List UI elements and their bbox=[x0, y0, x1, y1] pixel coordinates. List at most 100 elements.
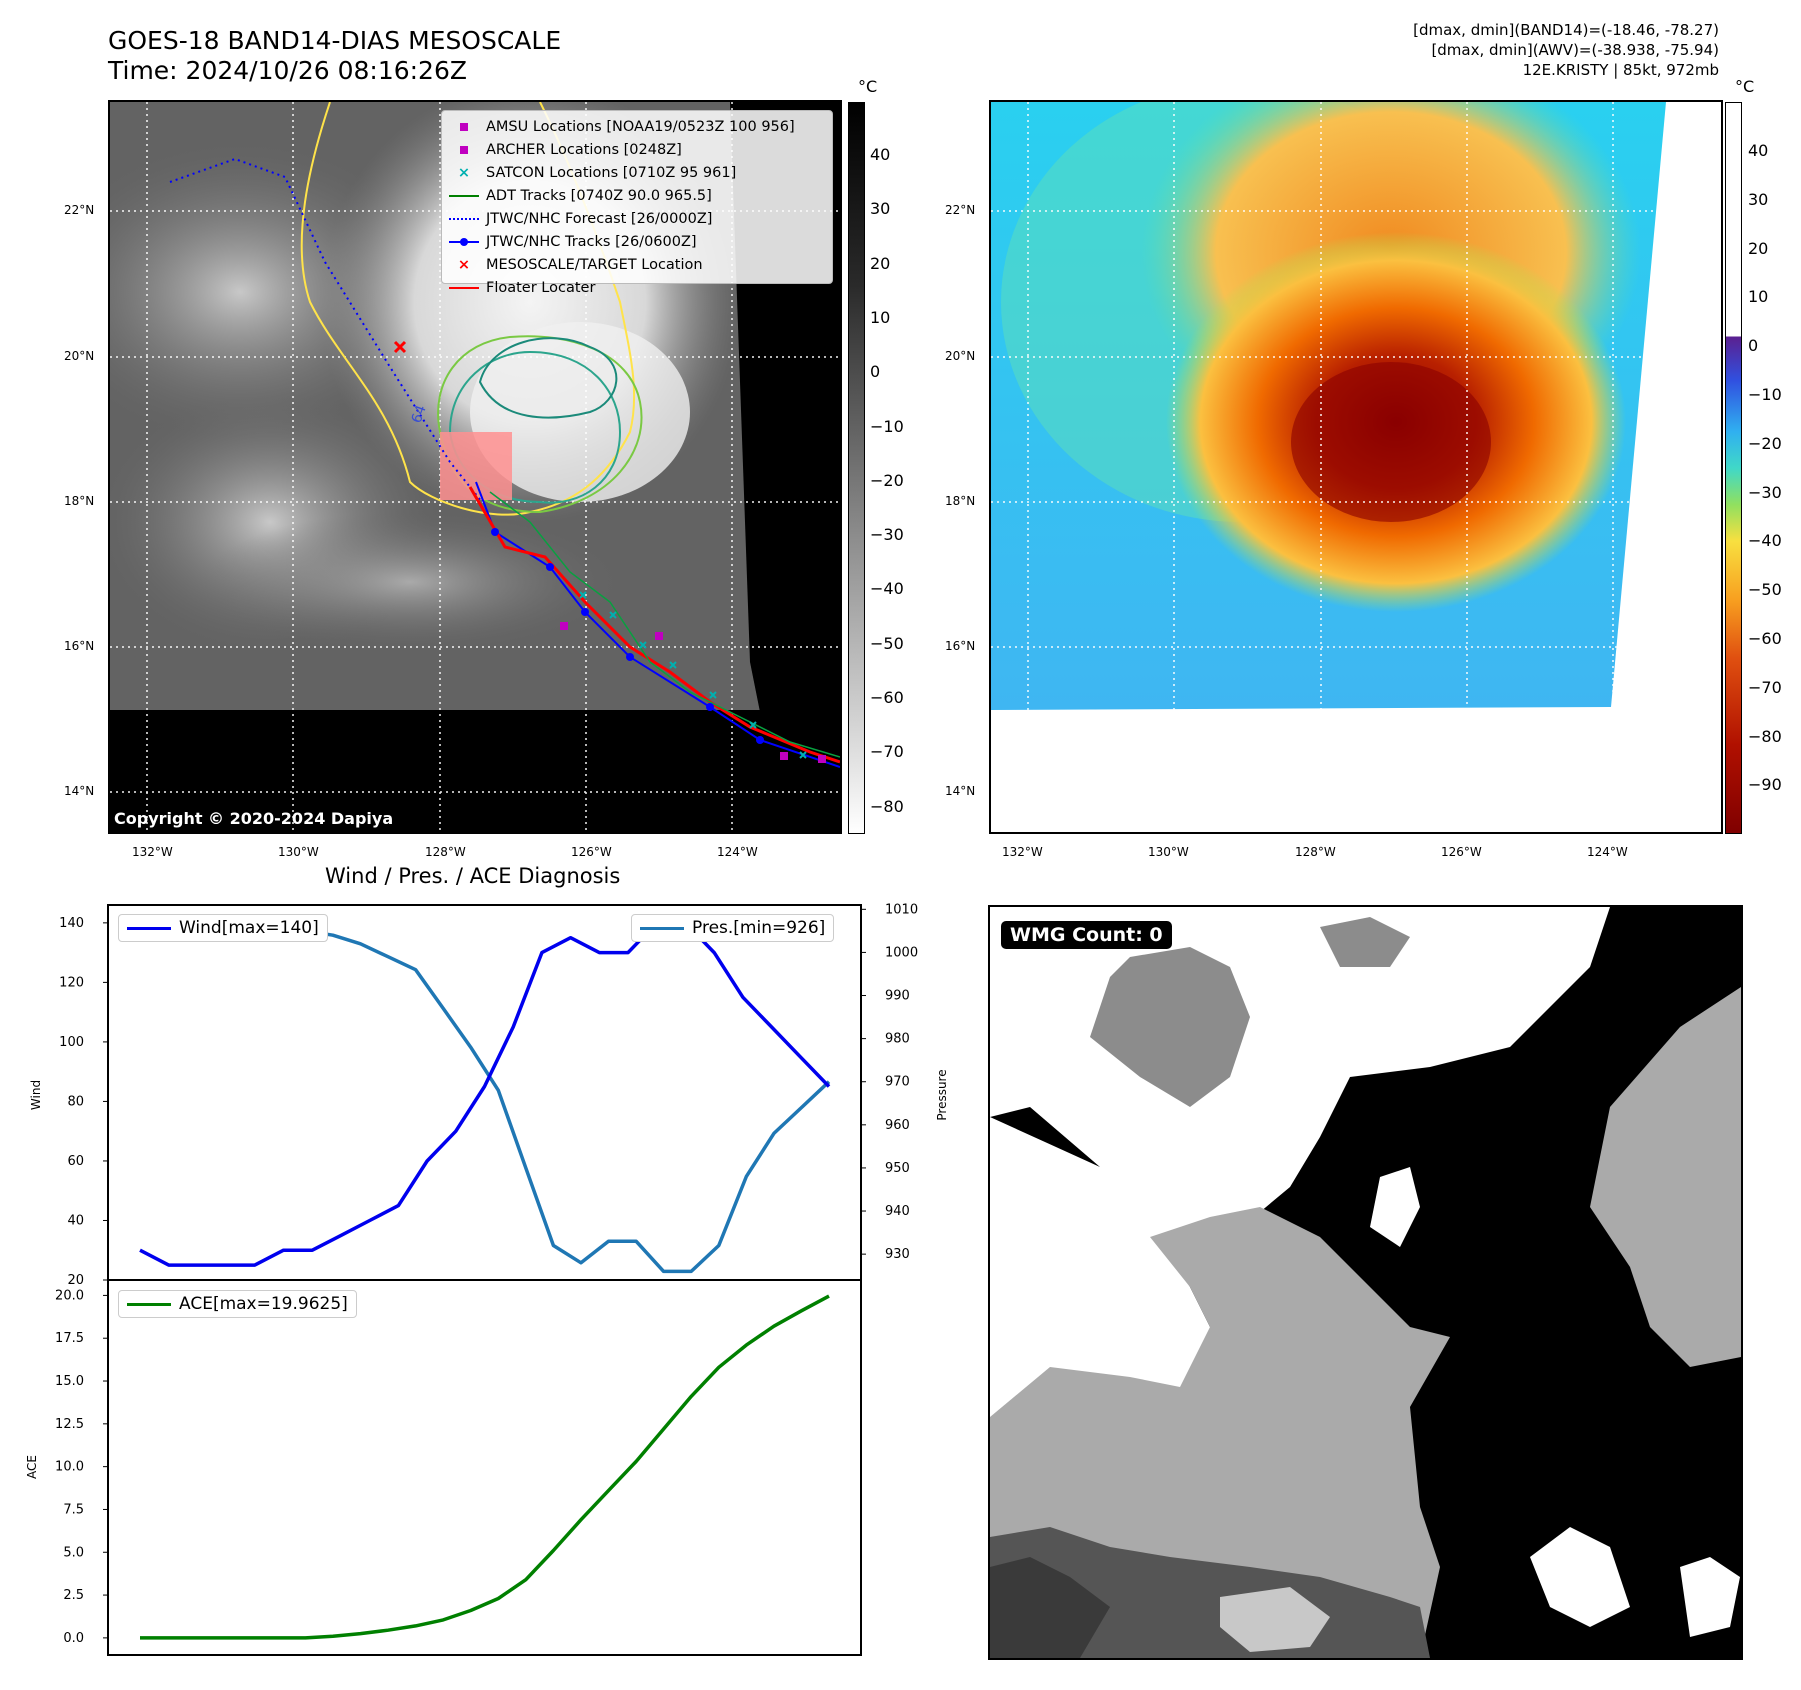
wmg-count-badge: WMG Count: 0 bbox=[1001, 921, 1172, 949]
lon-label: 128°W bbox=[1295, 845, 1336, 859]
contour-label: 64 bbox=[409, 403, 430, 425]
lon-label: 126°W bbox=[571, 845, 612, 859]
left-colorbar bbox=[848, 102, 865, 834]
colorbar-unit: °C bbox=[1735, 77, 1755, 96]
wind-pres-axes bbox=[107, 904, 862, 1281]
lat-label: 14°N bbox=[945, 784, 976, 798]
lon-label: 130°W bbox=[278, 845, 319, 859]
lat-label: 18°N bbox=[64, 494, 95, 508]
info-storm: 12E.KRISTY | 85kt, 972mb bbox=[1522, 61, 1719, 79]
figure-time: Time: 2024/10/26 08:16:26Z bbox=[108, 56, 467, 85]
legend-amsu: AMSU Locations [NOAA19/0523Z 100 956] bbox=[442, 115, 832, 138]
floater-line bbox=[449, 286, 479, 289]
ace-axis-label: ACE bbox=[25, 1455, 39, 1479]
lon-label: 132°W bbox=[132, 845, 173, 859]
colorbar-tick-label: −50 bbox=[870, 633, 904, 653]
adt-line bbox=[449, 194, 479, 197]
wind-series-line bbox=[139, 921, 831, 1267]
legend-forecast: JTWC/NHC Forecast [26/0000Z] bbox=[442, 207, 832, 230]
mesoscale-marker: × bbox=[457, 256, 471, 273]
ace-tick-label: 17.5 bbox=[55, 1331, 84, 1346]
pressure-legend: Pres.[min=926] bbox=[631, 914, 835, 942]
wind-axis-label: Wind bbox=[29, 1080, 43, 1110]
legend-mesoscale: × MESOSCALE/TARGET Location bbox=[442, 253, 832, 276]
right-colorbar bbox=[1725, 102, 1742, 834]
colorbar-tick-label: −40 bbox=[1748, 531, 1782, 551]
pressure-tick-label: 990 bbox=[885, 989, 910, 1004]
wmg-image bbox=[990, 907, 1741, 1658]
lat-label: 22°N bbox=[64, 203, 95, 217]
colorbar-tick-label: −30 bbox=[870, 525, 904, 545]
colorbar-tick-label: −40 bbox=[870, 579, 904, 599]
colorbar-tick-label: −10 bbox=[1748, 385, 1782, 404]
ir-map-panel: 64 Copyright © 2020-2024 Dapiya AMSU Loc… bbox=[108, 100, 842, 834]
colorbar-tick-label: −30 bbox=[1748, 482, 1782, 502]
colorbar-tick-label: 30 bbox=[870, 199, 891, 219]
lat-label: 14°N bbox=[64, 784, 95, 798]
copyright: Copyright © 2020-2024 Dapiya bbox=[114, 809, 393, 828]
lon-label: 132°W bbox=[1002, 845, 1043, 859]
amsu-marker bbox=[460, 122, 468, 131]
legend-tracks: JTWC/NHC Tracks [26/0600Z] bbox=[442, 230, 832, 253]
diagnosis-title: Wind / Pres. / ACE Diagnosis bbox=[325, 864, 621, 888]
wind-tick-label: 80 bbox=[67, 1094, 84, 1109]
pressure-tick-label: 970 bbox=[885, 1075, 910, 1090]
colorbar-tick-label: 0 bbox=[870, 362, 881, 382]
lat-label: 16°N bbox=[64, 639, 95, 653]
lat-label: 16°N bbox=[945, 639, 976, 653]
pressure-tick-label: 940 bbox=[885, 1204, 910, 1219]
ace-legend-swatch bbox=[127, 1302, 171, 1306]
ace-tick-label: 15.0 bbox=[55, 1374, 84, 1389]
archer-marker bbox=[460, 145, 468, 154]
wind-tick-label: 60 bbox=[67, 1154, 84, 1169]
pressure-tick-label: 980 bbox=[885, 1032, 910, 1047]
pressure-legend-swatch bbox=[640, 926, 684, 930]
ace-tick-label: 12.5 bbox=[55, 1417, 84, 1432]
lat-label: 18°N bbox=[945, 494, 976, 508]
ace-legend: ACE[max=19.9625] bbox=[118, 1290, 357, 1318]
wind-tick-label: 40 bbox=[67, 1213, 84, 1228]
colorbar-tick-label: −20 bbox=[870, 470, 904, 490]
wind-tick-label: 140 bbox=[59, 916, 84, 931]
legend-floater: Floater Locater bbox=[442, 276, 832, 299]
lon-label: 124°W bbox=[717, 845, 758, 859]
colorbar-tick-label: −60 bbox=[1748, 629, 1782, 648]
lon-label: 130°W bbox=[1148, 845, 1189, 859]
colorbar-tick-label: 0 bbox=[1748, 336, 1759, 356]
wind-tick-label: 100 bbox=[59, 1035, 84, 1050]
pressure-tick-label: 950 bbox=[885, 1161, 910, 1176]
ace-tick-label: 0.0 bbox=[63, 1631, 84, 1646]
ace-axes bbox=[107, 1279, 862, 1656]
pressure-tick-label: 930 bbox=[885, 1247, 910, 1262]
lon-label: 126°W bbox=[1441, 845, 1482, 859]
ace-tick-label: 7.5 bbox=[63, 1502, 84, 1517]
colorbar-tick-label: 10 bbox=[1748, 287, 1769, 307]
colorbar-tick-label: 30 bbox=[1748, 189, 1769, 209]
figure-title: GOES-18 BAND14-DIAS MESOSCALE bbox=[108, 26, 562, 55]
pressure-axis-label: Pressure bbox=[935, 1069, 949, 1120]
wmg-panel: WMG Count: 0 bbox=[988, 905, 1743, 1660]
colorbar-tick-label: −70 bbox=[870, 742, 904, 762]
lon-label: 128°W bbox=[425, 845, 466, 859]
info-awv-range: [dmax, dmin](AWV)=(-38.938, -75.94) bbox=[1431, 41, 1719, 59]
diagnosis-chart: Wind Pressure ACE 20 40 60 80 100 120 140 930 94… bbox=[25, 902, 949, 1656]
colorbar-tick-label: −10 bbox=[870, 416, 904, 436]
colorbar-tick-label: 40 bbox=[870, 145, 891, 164]
legend-satcon: × SATCON Locations [0710Z 95 961] bbox=[442, 161, 832, 184]
pressure-tick-label: 1000 bbox=[885, 945, 918, 960]
legend-adt: ADT Tracks [0740Z 90.0 965.5] bbox=[442, 184, 832, 207]
colorbar-tick-label: −20 bbox=[1748, 433, 1782, 453]
wind-legend-swatch bbox=[127, 926, 171, 930]
wind-tick-label: 20 bbox=[67, 1273, 84, 1288]
colorbar-tick-label: −50 bbox=[1748, 580, 1782, 600]
lon-label: 124°W bbox=[1587, 845, 1628, 859]
map-legend: AMSU Locations [NOAA19/0523Z 100 956] AR… bbox=[441, 110, 833, 296]
colorbar-unit: °C bbox=[858, 77, 878, 96]
ace-series-line bbox=[140, 1294, 830, 1640]
pressure-tick-label: 960 bbox=[885, 1118, 910, 1133]
info-band14-range: [dmax, dmin](BAND14)=(-18.46, -78.27) bbox=[1413, 21, 1719, 39]
pressure-tick-label: 1010 bbox=[885, 902, 918, 917]
colorbar-tick-label: −60 bbox=[870, 688, 904, 707]
wind-legend: Wind[max=140] bbox=[118, 914, 328, 942]
ace-tick-label: 5.0 bbox=[63, 1545, 84, 1560]
